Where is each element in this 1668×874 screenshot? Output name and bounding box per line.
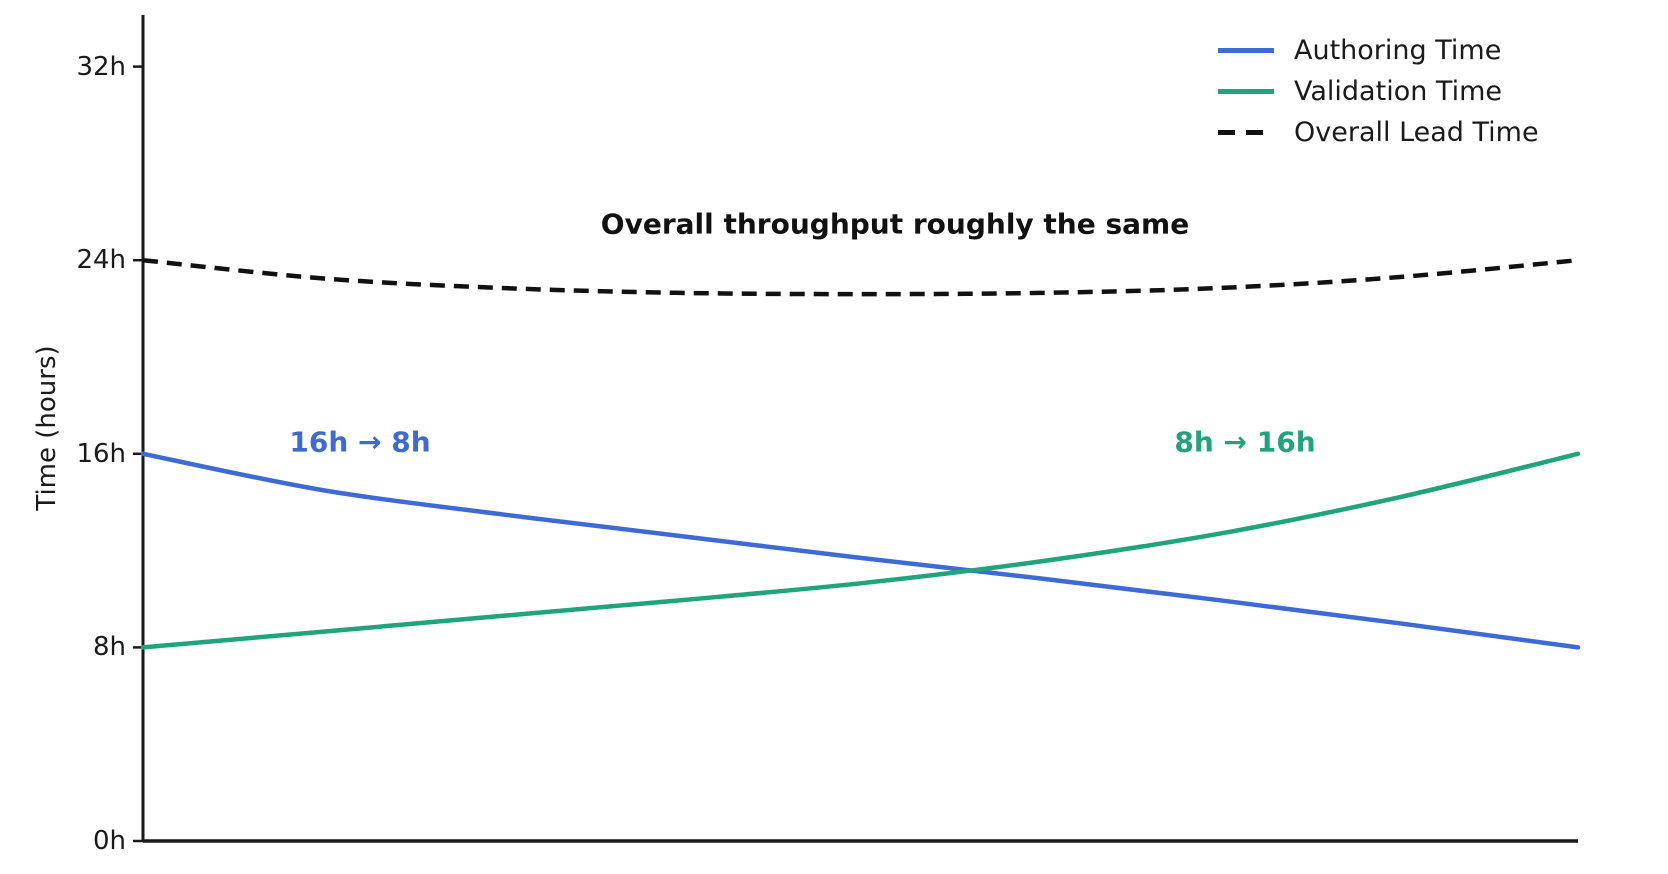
- validation-line-icon: [1218, 89, 1274, 94]
- y-tick-marks: [133, 65, 143, 843]
- authoring-change-note: 16h → 8h: [289, 425, 431, 459]
- legend-label-validation: Validation Time: [1294, 76, 1502, 107]
- ytick-label-8h: 8h: [92, 632, 126, 663]
- legend-item-validation: Validation Time: [1218, 75, 1539, 108]
- validation-change-note: 8h → 16h: [1174, 425, 1316, 459]
- legend: Authoring Time Validation Time Overall L…: [1218, 34, 1539, 149]
- dashed-line-icon: [1218, 130, 1274, 135]
- ytick-label-0h: 0h: [92, 826, 126, 856]
- validation-time-line: [140, 451, 1581, 650]
- y-axis-label: Time (hours): [32, 345, 62, 511]
- legend-item-overall: Overall Lead Time: [1218, 116, 1539, 149]
- ytick-label-16h: 16h: [76, 438, 126, 469]
- legend-label-authoring: Authoring Time: [1294, 35, 1502, 66]
- legend-item-authoring: Authoring Time: [1218, 34, 1539, 67]
- overall-throughput-note: Overall throughput roughly the same: [600, 207, 1190, 241]
- authoring-time-line: [140, 451, 1581, 650]
- legend-label-overall: Overall Lead Time: [1294, 117, 1539, 148]
- authoring-line-icon: [1218, 48, 1274, 53]
- ytick-label-24h: 24h: [76, 245, 126, 276]
- overall-lead-time-line: [142, 257, 1579, 297]
- ytick-label-32h: 32h: [76, 51, 126, 82]
